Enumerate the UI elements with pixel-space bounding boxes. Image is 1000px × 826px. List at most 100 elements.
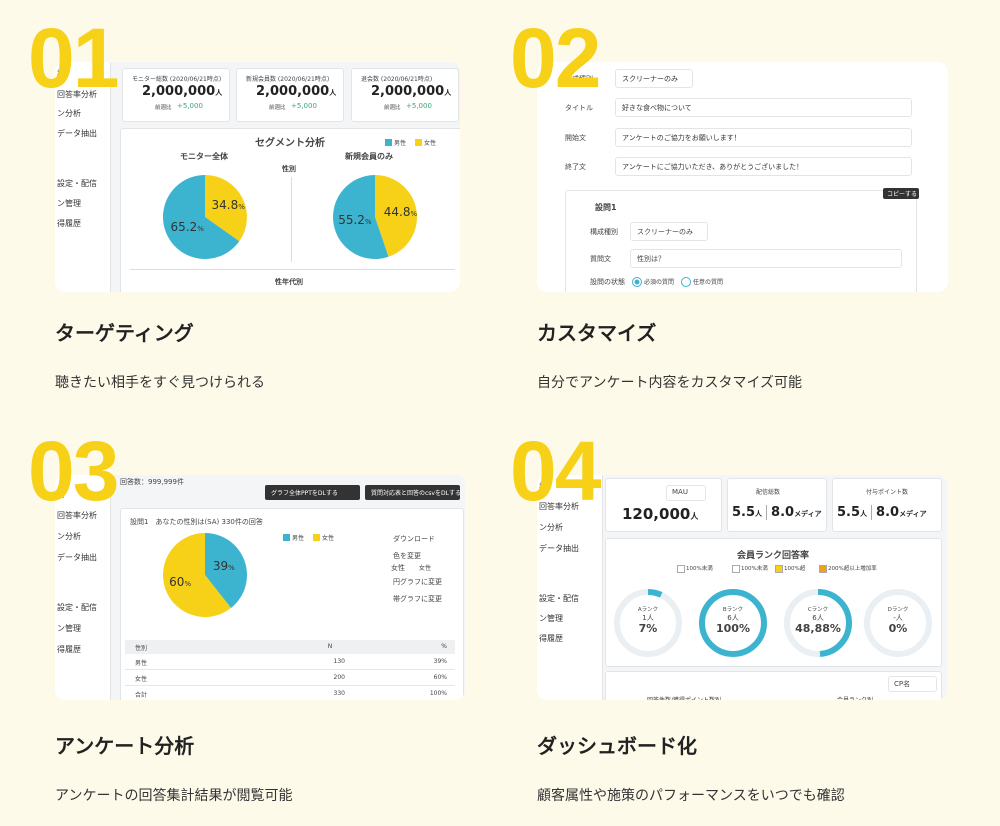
unit: 人 (690, 512, 699, 521)
pie-value: 55.2 (338, 212, 365, 227)
subtitle: 性別 (282, 165, 296, 173)
legend-item: 100%未満 (741, 566, 768, 572)
pie-unit: % (197, 224, 204, 233)
section-label: 会員ランク別 (837, 695, 873, 700)
form-label: 開始文 (565, 134, 586, 142)
stat-compare: 前週比 (155, 105, 172, 111)
input-value: アンケートにご協力いただき、ありがとうございました！ (622, 163, 804, 171)
ring-arc (699, 589, 767, 657)
stat-card (351, 68, 459, 122)
sidebar-item: ン分析 (57, 532, 81, 541)
rank-count: 6人 (727, 614, 739, 622)
card-number: 02 (510, 11, 601, 105)
rank-name: Dランク (887, 607, 909, 613)
ring-arc (614, 589, 682, 657)
question: 設問1 あなたの性別は(SA) 330件の回答 (130, 518, 263, 526)
form-label: 質問文 (590, 255, 611, 263)
value: 2,000,000 (256, 84, 330, 99)
legend-swatch (677, 565, 685, 573)
stat-value: 5.5人 8.0メディア (837, 505, 927, 520)
table-cell: 130 (333, 658, 345, 665)
unit: メディア (794, 510, 822, 518)
card-description: 自分でアンケート内容をカスタマイズ可能 (537, 375, 803, 391)
sidebar-item: ン分析 (57, 109, 81, 118)
button-text: 質問対応表と回答のcsvをDLする (371, 490, 461, 497)
sidebar-item: 設定・配信 (57, 603, 97, 612)
pie-label: 39% (213, 559, 235, 573)
menu-item: ダウンロード (393, 535, 435, 543)
divider (291, 177, 292, 262)
sidebar-item: 回答率分析 (57, 511, 97, 520)
rank-title: 会員ランク回答率 (737, 551, 810, 561)
unit: 人 (215, 89, 223, 97)
form-label: 終了文 (565, 163, 586, 171)
legend-item: 100%超 (784, 566, 806, 572)
legend-swatch (819, 565, 827, 573)
pie-slice (163, 533, 231, 617)
rank-name: Aランク (637, 607, 659, 613)
legend-item: 男性 (292, 535, 305, 542)
table-row (125, 686, 455, 700)
pie-slice (205, 533, 247, 609)
question-card (565, 190, 917, 292)
bottom-card (605, 671, 942, 700)
stat-card (832, 478, 942, 532)
pie-label: 34.8% (212, 198, 245, 212)
legend-item: 200%超以上増加率 (828, 566, 877, 572)
legend-item: 女性 (322, 535, 335, 542)
legend-swatch (732, 565, 740, 573)
stat-label: 新規会員数 (2020/06/21時点) (246, 76, 330, 83)
sidebar-item: 析 (57, 490, 65, 499)
table-cell: 100% (429, 690, 447, 697)
pie-unit: % (410, 210, 418, 219)
menu-item: 円グラフに変更 (393, 578, 442, 586)
table-row (125, 670, 455, 686)
screenshot: 析回答率分析 ン分析 データ抽出 設定・配信 ン管理 得履歴 モニター総数 (2020/06… (55, 62, 460, 292)
stat-compare: 前週比 (384, 105, 401, 111)
unit: 人 (860, 510, 868, 518)
legend-swatch (283, 534, 290, 541)
rank-count: 6人 (812, 614, 824, 622)
rank-name: Bランク (722, 607, 744, 613)
pie-title: 新規会員のみ (345, 152, 393, 161)
table-row (125, 654, 455, 670)
radio (632, 277, 642, 287)
graphic (333, 175, 417, 259)
value: 5.5 (732, 505, 756, 520)
ring-arc (784, 589, 852, 657)
table-cell: 男性 (135, 660, 148, 667)
card-title: ダッシュボード化 (537, 734, 697, 758)
value: 2,000,000 (371, 84, 445, 99)
divider (130, 269, 455, 270)
pie-slice (375, 175, 417, 257)
value: 5.5 (837, 505, 861, 520)
legend-swatch (313, 534, 320, 541)
pie-unit: % (228, 564, 235, 573)
table-head: N (327, 643, 333, 650)
sidebar-item: データ抽出 (57, 553, 97, 562)
section-label: 回答件数/獲得ポイント数別 (647, 695, 721, 700)
value: 8.0 (876, 505, 900, 520)
legend-item: 女性 (424, 140, 437, 147)
input-value: 性別は？ (637, 255, 665, 263)
pie-value: 60 (169, 574, 185, 589)
sidebar (55, 475, 111, 700)
rank-name: Cランク (807, 607, 829, 613)
table-cell: 合計 (135, 692, 148, 699)
table-cell: 60% (433, 674, 447, 681)
pie-value: 44.8 (383, 205, 411, 220)
card-title: カスタマイズ (537, 321, 657, 345)
rank-rate: 7% (638, 622, 658, 635)
tooltip (883, 188, 919, 199)
value: 120,000 (622, 505, 691, 523)
menu-item: 女性 (419, 565, 432, 572)
stat-delta: +5,000 (406, 102, 432, 110)
card-description: アンケートの回答集計結果が閲覧可能 (55, 788, 293, 804)
card-title: ターゲティング (55, 321, 194, 345)
sidebar-item: ン分析 (539, 523, 563, 532)
stat-value: 120,000人 (622, 505, 698, 523)
pie-unit: % (238, 203, 245, 212)
sidebar-item: ン管理 (57, 624, 81, 633)
menu-item: 女性 (391, 564, 405, 572)
stat-card (236, 68, 344, 122)
